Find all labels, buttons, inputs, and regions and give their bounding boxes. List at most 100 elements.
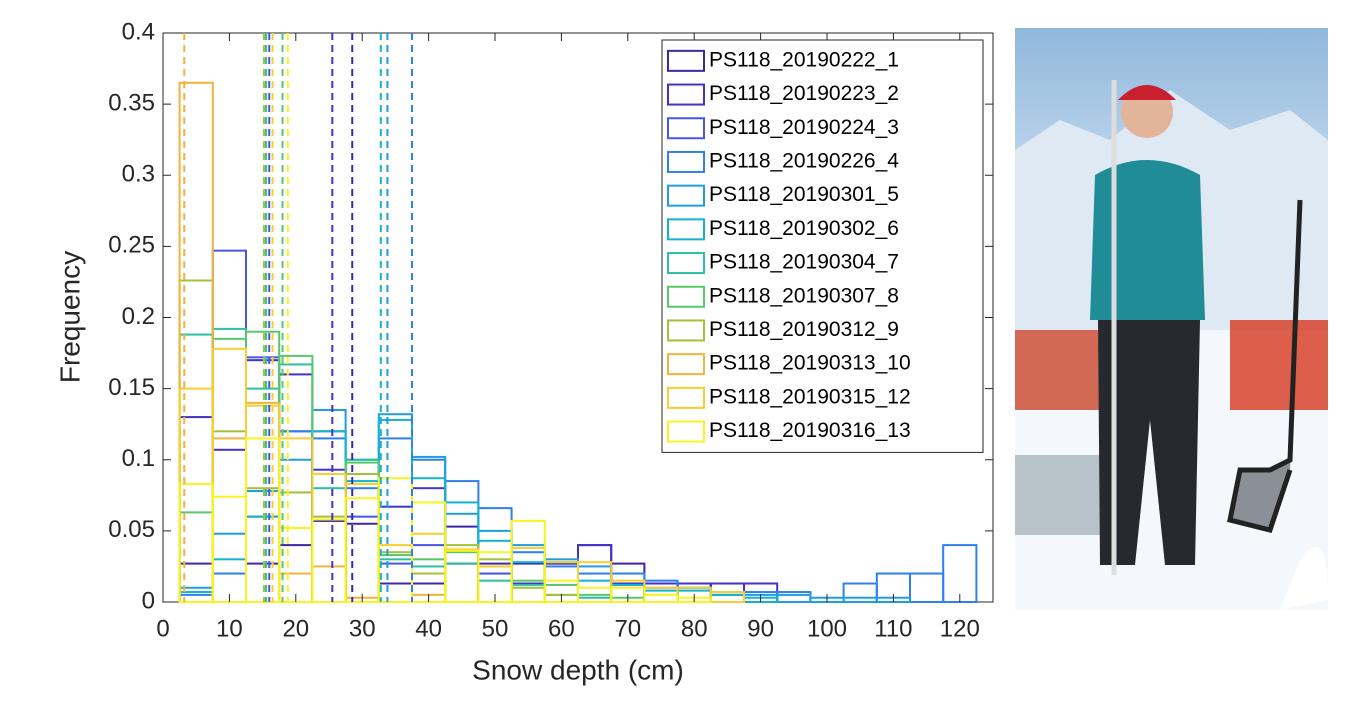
y-tick-label: 0.1 — [122, 445, 155, 472]
histogram-bar — [278, 491, 314, 603]
histogram-bar — [510, 586, 546, 604]
histogram-bar — [344, 482, 380, 603]
x-tick-label: 110 — [874, 615, 912, 642]
legend-swatch — [667, 184, 705, 207]
histogram-bar — [278, 527, 314, 604]
legend-label: PS118_20190224_3 — [709, 116, 899, 139]
histogram-bar — [377, 554, 413, 603]
histogram-bar — [444, 480, 480, 603]
legend-swatch — [667, 386, 705, 409]
legend-label: PS118_20190304_7 — [709, 251, 899, 274]
x-tick-label: 10 — [216, 615, 243, 642]
histogram-bar — [510, 546, 546, 604]
histogram-bar — [211, 437, 248, 603]
histogram-bar — [245, 515, 281, 604]
histogram-bar — [842, 582, 878, 604]
histogram-bar — [311, 515, 347, 604]
x-tick-label: 120 — [940, 615, 980, 642]
y-tick-label: 0.35 — [108, 89, 155, 116]
histogram-bar — [377, 582, 413, 604]
legend-label: PS118_20190302_6 — [709, 217, 899, 240]
histogram-bar — [411, 501, 447, 603]
histogram-bar — [245, 401, 281, 603]
histogram-bar — [577, 561, 613, 603]
histogram-bar — [577, 579, 613, 603]
histogram-bar — [942, 544, 978, 603]
histogram-bar — [709, 593, 745, 604]
histogram-bar — [377, 558, 413, 604]
histogram-bar — [510, 582, 546, 604]
legend-swatch — [667, 252, 705, 275]
legend-swatch — [667, 218, 705, 241]
histogram-bar — [245, 359, 281, 603]
legend-swatch — [667, 353, 705, 376]
legend-swatch — [667, 49, 705, 72]
histogram-bar — [510, 519, 546, 603]
legend-swatch — [667, 420, 705, 443]
histogram-bar — [245, 404, 281, 603]
histogram-bar — [311, 487, 347, 604]
legend-swatch — [667, 117, 705, 140]
histogram-bar — [510, 551, 546, 604]
histogram-bar — [444, 544, 480, 603]
legend-label: PS118_20190226_4 — [709, 149, 899, 172]
histogram-bar — [278, 373, 314, 603]
histogram-bar — [577, 565, 613, 603]
histogram-bar — [278, 437, 314, 603]
y-tick-label: 0.05 — [108, 516, 155, 543]
histogram-bar — [245, 562, 281, 604]
histogram-bar — [643, 589, 679, 603]
histogram-bar — [278, 363, 314, 603]
histogram-bar — [411, 532, 447, 603]
histogram-bar — [477, 507, 513, 603]
histogram-bar — [311, 472, 347, 603]
histogram-bar — [377, 544, 413, 603]
histogram-bar — [444, 548, 480, 603]
legend-label: PS118_20190312_9 — [709, 318, 899, 341]
legend-label: PS118_20190316_13 — [709, 419, 911, 442]
legend: PS118_20190222_1 PS118_20190223_2 PS118_20… — [661, 39, 984, 453]
x-tick-label: 30 — [349, 615, 376, 642]
histogram-bar — [411, 458, 447, 603]
histogram-bar — [211, 430, 248, 603]
legend-label: PS118_20190307_8 — [709, 284, 899, 307]
histogram-bar — [444, 562, 480, 604]
legend-label: PS118_20190315_12 — [709, 385, 911, 408]
x-tick-label: 80 — [681, 615, 708, 642]
histogram-bar — [311, 565, 347, 603]
histogram-bar — [211, 327, 248, 603]
histogram-bar — [344, 472, 380, 603]
histogram-bar — [444, 562, 480, 604]
x-tick-label: 100 — [807, 615, 847, 642]
histogram-bar — [211, 448, 248, 604]
photo — [1015, 28, 1328, 610]
histogram-bar — [842, 596, 878, 603]
x-tick-label: 40 — [415, 615, 442, 642]
histogram-bar — [709, 591, 745, 603]
x-axis-label: Snow depth (cm) — [472, 654, 684, 685]
y-tick-label: 0.3 — [122, 161, 155, 188]
histogram-bar — [444, 551, 480, 604]
histogram-bar — [278, 430, 314, 603]
legend-swatch — [667, 285, 705, 308]
histogram-bar — [510, 544, 546, 603]
histogram-bar — [643, 593, 679, 604]
x-tick-label: 20 — [282, 615, 309, 642]
histogram-bar — [178, 562, 214, 604]
legend-label: PS118_20190301_5 — [709, 183, 899, 206]
legend-swatch — [667, 150, 705, 173]
histogram-bar — [211, 495, 248, 603]
y-tick-label: 0.15 — [108, 374, 155, 401]
histogram-bar — [245, 356, 281, 603]
histogram-bar — [211, 532, 248, 603]
histogram-bar — [709, 591, 745, 603]
y-tick-label: 0.2 — [122, 303, 155, 330]
histogram-bar — [245, 490, 281, 604]
histogram-bar — [211, 347, 248, 604]
x-tick-label: 60 — [548, 615, 575, 642]
histogram-bar — [311, 518, 347, 603]
y-tick-label: 0.4 — [122, 18, 155, 45]
x-tick-label: 50 — [482, 615, 509, 642]
x-tick-label: 70 — [614, 615, 641, 642]
histogram-bar — [245, 487, 281, 604]
